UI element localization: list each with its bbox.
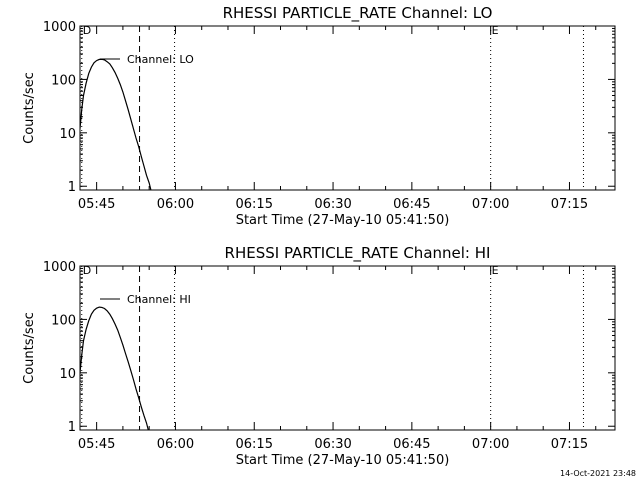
x-tick-label: 05:45 [78, 197, 115, 212]
x-tick-label: 06:15 [236, 437, 273, 452]
x-tick-label: 07:15 [551, 437, 588, 452]
footer-timestamp: 14-Oct-2021 23:48 [560, 469, 636, 478]
x-tick-label: 06:00 [157, 437, 194, 452]
x-tick-label: 07:00 [472, 197, 509, 212]
chart-title: RHESSI PARTICLE_RATE Channel: LO [223, 4, 493, 23]
x-tick-label: 07:15 [551, 197, 588, 212]
y-axis: 1 10 100 1000 [43, 260, 615, 435]
x-tick-label: 06:45 [393, 197, 430, 212]
x-axis: 05:45 06:00 06:15 06:30 06:45 07:00 07:15 [78, 26, 597, 212]
plot-frame [79, 25, 616, 191]
y-axis-label: Counts/sec [22, 72, 37, 144]
legend: Channel: LO [100, 53, 194, 66]
x-axis-label: Start Time (27-May-10 05:41:50) [236, 453, 450, 468]
chart-panel-2: RHESSI PARTICLE_RATE Channel: HI 1 10 100 10… [22, 244, 616, 468]
x-tick-label: 07:00 [472, 437, 509, 452]
x-tick-label: 06:15 [236, 197, 273, 212]
x-tick-label: 05:45 [78, 437, 115, 452]
plot-frame [79, 265, 616, 431]
x-axis-label: Start Time (27-May-10 05:41:50) [236, 213, 450, 228]
event-marker-label: E [492, 264, 499, 277]
y-tick-label: 1000 [43, 260, 76, 275]
y-tick-label: 10 [59, 127, 76, 142]
event-marker-label: D [83, 24, 91, 37]
y-tick-label: 100 [51, 73, 76, 88]
event-marker-label: E [492, 24, 499, 37]
x-tick-label: 06:00 [157, 197, 194, 212]
y-tick-label: 1 [68, 180, 76, 195]
chart-panel-1: RHESSI PARTICLE_RATE Channel: LO 1 10 100 10… [22, 4, 616, 228]
legend: Channel: HI [100, 293, 191, 306]
series-line [80, 58, 152, 190]
x-axis: 05:45 06:00 06:15 06:30 06:45 07:00 07:15 [78, 266, 597, 452]
y-tick-label: 100 [51, 313, 76, 328]
y-tick-label: 10 [59, 367, 76, 382]
y-axis: 1 10 100 1000 [43, 20, 615, 195]
legend-label: Channel: HI [127, 293, 191, 306]
x-tick-label: 06:30 [314, 437, 351, 452]
x-tick-label: 06:30 [314, 197, 351, 212]
y-tick-label: 1000 [43, 20, 76, 35]
chart-title: RHESSI PARTICLE_RATE Channel: HI [225, 244, 491, 263]
event-marker-label: D [83, 264, 91, 277]
series-line [80, 306, 149, 430]
y-axis-label: Counts/sec [22, 312, 37, 384]
legend-label: Channel: LO [127, 53, 194, 66]
y-tick-label: 1 [68, 420, 76, 435]
x-tick-label: 06:45 [393, 437, 430, 452]
